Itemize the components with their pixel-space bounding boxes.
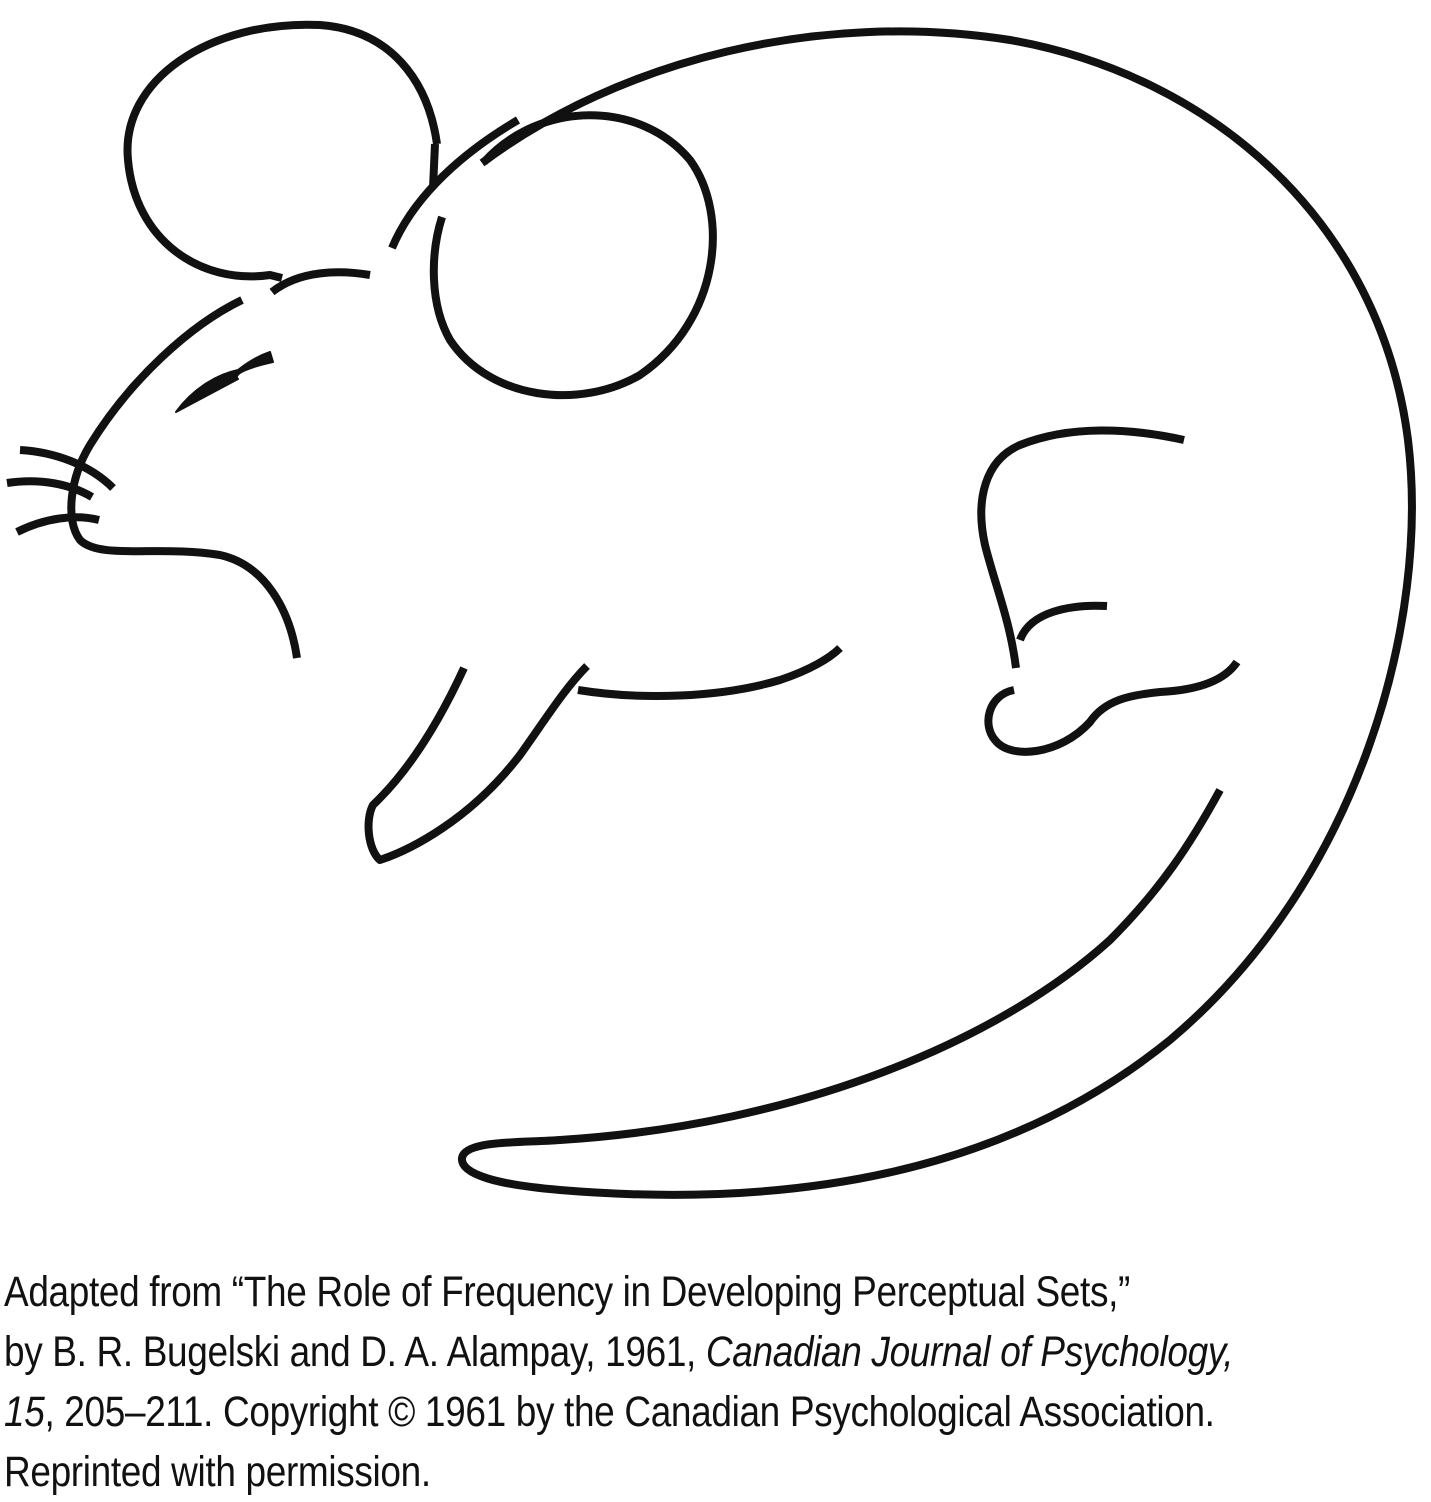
rat-snout bbox=[67, 296, 301, 659]
ear-join-stroke bbox=[429, 143, 439, 189]
rat-hind-leg bbox=[977, 426, 1185, 669]
whisker-1 bbox=[19, 446, 116, 491]
caption-journal: Canadian Journal of Psychology, bbox=[705, 1328, 1234, 1376]
caption-copyright: , 205–211. Copyright © 1961 by the Canad… bbox=[44, 1388, 1215, 1436]
rat-belly bbox=[577, 645, 843, 700]
rat-hind-foot bbox=[984, 601, 1241, 756]
rat-front-ear bbox=[429, 111, 717, 400]
rat-front-leg bbox=[364, 663, 590, 864]
figure-caption: Adapted from “The Role of Frequency in D… bbox=[4, 1262, 1234, 1502]
rat-head-top bbox=[388, 116, 521, 250]
rat-eye bbox=[175, 351, 274, 413]
rat-back-ear bbox=[123, 20, 441, 282]
caption-line-2: by B. R. Bugelski and D. A. Alampay, 196… bbox=[4, 1322, 1234, 1382]
caption-authors: by B. R. Bugelski and D. A. Alampay, 196… bbox=[4, 1328, 706, 1376]
whisker-2 bbox=[6, 477, 95, 501]
caption-line-1: Adapted from “The Role of Frequency in D… bbox=[4, 1268, 1130, 1316]
rat-back-outline bbox=[458, 27, 1416, 1199]
caption-volume: 15 bbox=[4, 1388, 45, 1436]
rat-forehead bbox=[269, 268, 371, 296]
caption-line-4: Reprinted with permission. bbox=[4, 1448, 431, 1496]
rat-drawing bbox=[6, 20, 1416, 1199]
caption-line-3: 15, 205–211. Copyright © 1961 by the Can… bbox=[4, 1382, 1225, 1442]
whisker-3 bbox=[15, 513, 100, 536]
